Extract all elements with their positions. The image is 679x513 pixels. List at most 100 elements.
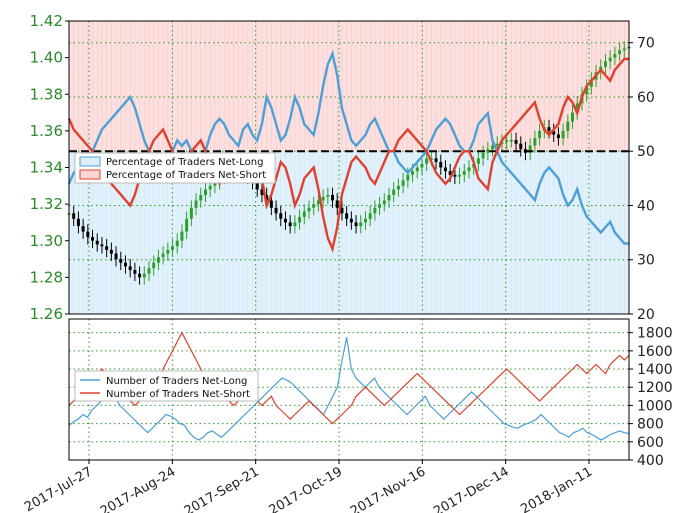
price-candle-body (293, 222, 297, 227)
price-candle-body (392, 189, 396, 195)
price-candle-body (86, 231, 90, 238)
price-candle-body (152, 262, 156, 269)
price-candle-body (100, 244, 104, 247)
percent-axis-tick-label: 50 (637, 144, 655, 160)
price-candle-body (505, 140, 509, 142)
top-legend-box (74, 152, 276, 184)
bottom-legend: Number of Traders Net-Long Number of Trad… (74, 370, 259, 402)
date-axis-tick-label: 2017-Nov-16 (348, 464, 428, 513)
legend-layer: Percentage of Traders Net-Long Percentage… (74, 152, 276, 402)
count-axis-tick-label: 1000 (637, 398, 673, 414)
count-axis-tick-label: 1600 (637, 344, 673, 360)
price-candle-body (368, 213, 372, 219)
price-candle-body (622, 48, 626, 51)
price-candle-body (307, 207, 311, 212)
date-axis-tick-label: 2017-Aug-24 (98, 464, 178, 513)
price-axis-tick-label: 1.30 (30, 232, 63, 250)
price-axis-tick-label: 1.38 (30, 85, 63, 103)
legend-label-short-count: Number of Traders Net-Short (106, 389, 250, 400)
top-legend: Percentage of Traders Net-Long Percentage… (74, 152, 276, 184)
price-candle-body (128, 266, 132, 271)
price-candle-body (175, 240, 179, 247)
price-candle-body (406, 174, 410, 181)
price-candle-body (91, 237, 95, 241)
price-candle-body (194, 200, 198, 208)
percent-axis-tick-label: 20 (637, 307, 655, 323)
price-candle-body (613, 53, 617, 58)
price-candle-body (255, 182, 259, 190)
price-candle-body (420, 163, 424, 168)
price-candle-body (269, 200, 273, 208)
percent-axis-tick-label: 40 (637, 198, 655, 214)
price-candle-body (519, 143, 523, 150)
price-candle-body (585, 86, 589, 95)
price-candle-body (189, 207, 193, 219)
price-candle-body (462, 171, 466, 175)
price-candle-body (509, 140, 513, 142)
price-candle-body (363, 218, 367, 223)
price-candle-body (575, 103, 579, 113)
price-candle-body (260, 189, 264, 195)
price-axis-tick-label: 1.40 (30, 49, 63, 67)
price-candle-body (453, 174, 457, 177)
price-candle-body (95, 240, 99, 245)
price-candle-body (288, 222, 292, 227)
legend-label-long: Percentage of Traders Net-Long (106, 157, 264, 168)
price-candle-body (199, 194, 203, 201)
count-axis-tick-label: 1800 (637, 326, 673, 342)
price-candle-body (72, 213, 76, 219)
price-candle-body (81, 226, 85, 232)
price-candle-body (458, 174, 462, 177)
price-candle-body (401, 180, 405, 186)
price-candle-body (439, 162, 443, 168)
price-candle-body (434, 158, 438, 163)
date-axis-tick-label: 2017-Oct-19 (267, 464, 345, 513)
price-candle-body (618, 50, 622, 54)
price-candle-body (538, 130, 542, 139)
price-candle-body (331, 194, 335, 201)
price-candle-body (603, 61, 607, 67)
count-axis-tick-label: 1200 (637, 380, 673, 396)
net-short-percent-line (67, 57, 629, 253)
date-axis-tick-label: 2018-Jan-11 (518, 464, 595, 513)
date-axis-tick-label: 2017-Dec-14 (431, 464, 511, 513)
price-candle-body (119, 259, 123, 263)
percent-axis-tick-label: 70 (637, 36, 655, 52)
price-candle-body (571, 112, 575, 122)
price-candle-body (133, 270, 137, 274)
price-axis-tick-label: 1.34 (30, 159, 63, 177)
price-axis-tick-label: 1.32 (30, 195, 63, 213)
price-candle-body (373, 207, 377, 214)
bottom-legend-box (74, 370, 259, 402)
count-axis-tick-label: 600 (637, 435, 664, 451)
price-sentiment-panel (67, 20, 631, 315)
price-candle-body (443, 167, 447, 172)
price-candle-body (411, 171, 415, 175)
price-candle-body (476, 158, 480, 164)
price-candle-body (566, 121, 570, 131)
legend-swatch-long (79, 156, 101, 167)
price-candle-body (589, 79, 593, 87)
price-candle-body (340, 207, 344, 214)
price-candle-body (608, 57, 612, 62)
price-candle-body (321, 196, 325, 201)
price-candle-body (171, 246, 175, 250)
price-candle-body (552, 130, 556, 135)
price-candle-body (147, 268, 151, 274)
legend-label-long-count: Number of Traders Net-Long (106, 376, 247, 387)
price-axis-tick-label: 1.42 (30, 12, 63, 30)
price-candle-body (298, 216, 302, 223)
price-candle-body (142, 273, 146, 278)
date-axis-tick-label: 2017-Sep-21 (182, 464, 262, 513)
price-candle-body (481, 152, 485, 159)
price-candle-body (109, 249, 113, 254)
price-candle-body (359, 222, 363, 227)
bottom-panel-frame (68, 318, 630, 461)
price-candle-body (561, 130, 565, 139)
price-candle-body (448, 171, 452, 175)
price-candle-body (349, 218, 353, 223)
legend-swatch-short (79, 169, 101, 180)
price-candle-body (316, 200, 320, 205)
price-candle-body (166, 249, 170, 254)
